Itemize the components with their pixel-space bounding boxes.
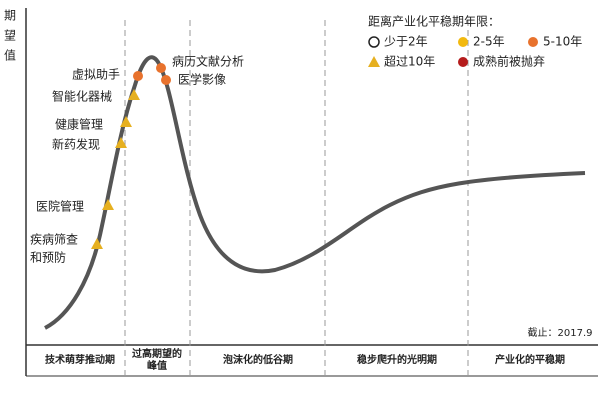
triangle-marker — [120, 116, 132, 127]
technology-label: 医院管理 — [36, 199, 84, 214]
technology-label: 健康管理 — [55, 117, 103, 132]
legend-label: 2-5年 — [473, 35, 505, 49]
phase-label: 产业化的平稳期 — [495, 353, 565, 366]
phase-label: 泡沫化的低谷期 — [223, 353, 293, 366]
triangle-marker — [368, 56, 380, 67]
circle-marker — [156, 63, 166, 73]
circle-marker — [161, 75, 171, 85]
phase-dividers — [124, 20, 469, 376]
phase-label: 过高期望的 — [132, 347, 182, 360]
y-axis-label: 值 — [4, 48, 16, 63]
phase-label: 稳步爬升的光明期 — [357, 353, 437, 366]
legend-label: 超过10年 — [384, 54, 435, 69]
legend-marker — [368, 36, 380, 48]
circle-marker — [133, 71, 143, 81]
note: 截止：2017.9 — [528, 326, 593, 339]
legend-marker — [458, 37, 468, 47]
legend-label: 5-10年 — [543, 35, 582, 49]
technology-label: 病历文献分析 — [172, 54, 244, 69]
legend-marker — [528, 37, 538, 47]
triangle-marker — [102, 199, 114, 210]
technology-label: 医学影像 — [178, 72, 226, 87]
technology-label: 智能化器械 — [52, 89, 112, 104]
triangle-marker — [115, 137, 127, 148]
y-axis-label: 望 — [4, 29, 16, 43]
legend-label: 少于2年 — [384, 35, 428, 49]
y-axis-label: 期 — [4, 9, 16, 23]
hype-curve — [44, 55, 586, 330]
legend-title: 距离产业化平稳期年限： — [368, 14, 500, 29]
technology-label: 新药发现 — [52, 137, 100, 152]
legend-marker — [458, 57, 468, 67]
technology-label: 虚拟助手 — [72, 68, 120, 82]
legend-label: 成熟前被抛弃 — [473, 54, 545, 69]
technology-label: 和预防 — [30, 250, 66, 265]
technology-label: 疾病筛查 — [30, 232, 78, 247]
triangle-marker — [91, 238, 103, 249]
phase-label: 技术萌芽推动期 — [45, 353, 115, 366]
phase-label: 峰值 — [147, 359, 167, 372]
triangle-marker — [128, 89, 140, 100]
